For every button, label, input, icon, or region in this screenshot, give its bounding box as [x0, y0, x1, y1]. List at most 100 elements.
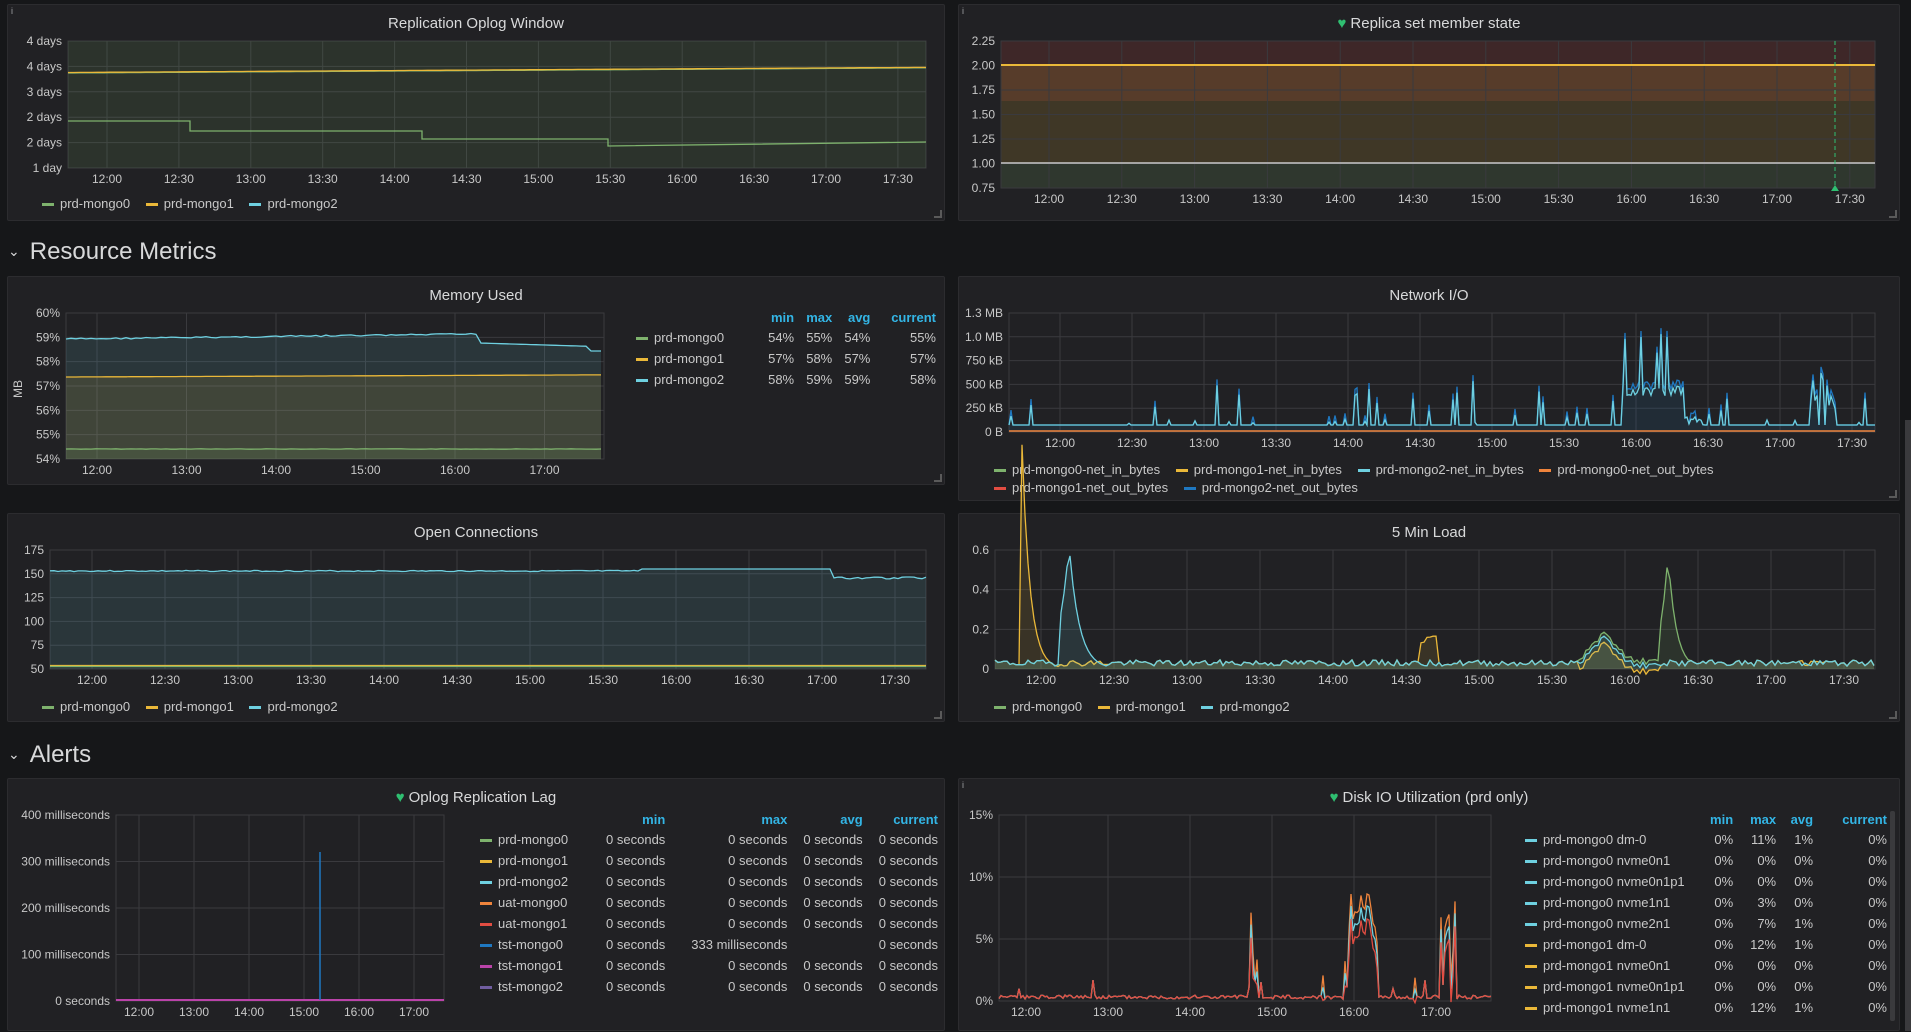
- resize-handle[interactable]: [1889, 711, 1897, 719]
- legend-series-name[interactable]: prd-mongo2: [636, 369, 756, 390]
- resize-handle[interactable]: [1889, 210, 1897, 218]
- legend-series-name[interactable]: prd-mongo0 nvme0n1: [1525, 850, 1695, 871]
- y-tick-label: 250 kB: [966, 401, 1003, 415]
- legend-value-min: 0 seconds: [590, 955, 665, 976]
- resize-handle[interactable]: [1889, 490, 1897, 498]
- legend-value-avg: 1%: [1776, 829, 1813, 850]
- legend-item-prd-mongo1[interactable]: prd-mongo1: [146, 699, 234, 714]
- legend-series-name[interactable]: uat-mongo1: [480, 913, 590, 934]
- legend-item-prd-mongo2-net-out[interactable]: prd-mongo2-net_out_bytes: [1184, 479, 1358, 497]
- legend-item-prd-mongo2[interactable]: prd-mongo2: [249, 699, 337, 714]
- legend-item-prd-mongo0-net-in[interactable]: prd-mongo0-net_in_bytes: [994, 461, 1160, 479]
- legend-series-name[interactable]: prd-mongo0: [480, 829, 590, 850]
- x-tick-label: 17:30: [880, 673, 910, 687]
- y-tick-label: 0.2: [972, 622, 989, 636]
- legend-item-prd-mongo0-net-out[interactable]: prd-mongo0-net_out_bytes: [1539, 461, 1713, 479]
- legend-series-name[interactable]: prd-mongo1: [636, 348, 756, 369]
- legend-series-name[interactable]: prd-mongo1 nvme1n1: [1525, 997, 1695, 1018]
- row-alerts[interactable]: ⌄Alerts: [8, 741, 91, 769]
- legend-value-avg: 0 seconds: [787, 892, 862, 913]
- legend-value-max: 58%: [794, 348, 832, 369]
- legend-item-prd-mongo2[interactable]: prd-mongo2: [1201, 699, 1289, 714]
- legend-item-prd-mongo0[interactable]: prd-mongo0: [994, 699, 1082, 714]
- y-tick-label: 50: [31, 662, 45, 676]
- legend-value-min: 0 seconds: [590, 871, 665, 892]
- legend-item-prd-mongo1-net-out[interactable]: prd-mongo1-net_out_bytes: [994, 479, 1168, 497]
- x-tick-label: 16:00: [661, 673, 691, 687]
- legend-series-name[interactable]: prd-mongo1 nvme0n1: [1525, 955, 1695, 976]
- legend-value-min: 0 seconds: [590, 913, 665, 934]
- y-tick-label: 2.25: [972, 34, 996, 48]
- legend-item-prd-mongo2-net-in[interactable]: prd-mongo2-net_in_bytes: [1358, 461, 1524, 479]
- col-avg[interactable]: avg: [1776, 811, 1813, 829]
- col-max[interactable]: max: [794, 309, 832, 327]
- legend-scrollbar[interactable]: [1890, 811, 1895, 1021]
- legend-series-name[interactable]: tst-mongo2: [480, 976, 590, 997]
- series-swatch: [994, 487, 1006, 490]
- legend-series-name[interactable]: prd-mongo1 dm-0: [1525, 934, 1695, 955]
- legend-value-current: 58%: [870, 369, 936, 390]
- legend-series-name[interactable]: prd-mongo2: [480, 871, 590, 892]
- col-current[interactable]: current: [863, 811, 938, 829]
- resize-handle[interactable]: [934, 210, 942, 218]
- page-scrollbar[interactable]: [1905, 420, 1911, 1031]
- col-avg[interactable]: avg: [787, 811, 862, 829]
- y-tick-label: 125: [24, 591, 44, 605]
- legend-value-avg: 0 seconds: [787, 829, 862, 850]
- legend-series-name[interactable]: prd-mongo0 nvme2n1: [1525, 913, 1695, 934]
- legend-item-prd-mongo1[interactable]: prd-mongo1: [1098, 699, 1186, 714]
- legend-item-prd-mongo1-net-in[interactable]: prd-mongo1-net_in_bytes: [1176, 461, 1342, 479]
- col-max[interactable]: max: [665, 811, 787, 829]
- series-name-text: prd-mongo0 nvme0n1: [1543, 853, 1670, 868]
- legend-item-prd-mongo0[interactable]: prd-mongo0: [42, 196, 130, 211]
- col-min[interactable]: min: [756, 309, 794, 327]
- col-max[interactable]: max: [1733, 811, 1776, 829]
- legend-value-current: 0%: [1813, 829, 1887, 850]
- legend-series-name[interactable]: tst-mongo0: [480, 934, 590, 955]
- legend-series-name[interactable]: prd-mongo0 dm-0: [1525, 829, 1695, 850]
- col-min[interactable]: min: [1695, 811, 1733, 829]
- legend-value-min: 0%: [1695, 976, 1733, 997]
- legend-item-prd-mongo0[interactable]: prd-mongo0: [42, 699, 130, 714]
- resize-handle[interactable]: [934, 711, 942, 719]
- legend-item-prd-mongo1[interactable]: prd-mongo1: [146, 196, 234, 211]
- x-tick-label: 14:00: [261, 463, 291, 477]
- legend-item-prd-mongo2[interactable]: prd-mongo2: [249, 196, 337, 211]
- row-resource-metrics[interactable]: ⌄Resource Metrics: [8, 238, 216, 266]
- col-current[interactable]: current: [1813, 811, 1887, 829]
- legend-series-name[interactable]: prd-mongo1 nvme0n1p1: [1525, 976, 1695, 997]
- resize-handle[interactable]: [934, 474, 942, 482]
- col-current[interactable]: current: [870, 309, 936, 327]
- col-avg[interactable]: avg: [832, 309, 870, 327]
- legend-series-name[interactable]: tst-mongo1: [480, 955, 590, 976]
- col-min[interactable]: min: [590, 811, 665, 829]
- legend-series-name[interactable]: prd-mongo0 nvme1n1: [1525, 892, 1695, 913]
- legend-series-name[interactable]: uat-mongo0: [480, 892, 590, 913]
- legend-series-name[interactable]: prd-mongo0: [636, 327, 756, 348]
- legend-series-name[interactable]: prd-mongo0 nvme0n1p1: [1525, 871, 1695, 892]
- y-tick-label: 58%: [36, 355, 60, 369]
- series-swatch: [1525, 944, 1537, 947]
- plot-area: [1009, 313, 1875, 432]
- legend-series-name[interactable]: prd-mongo1: [480, 850, 590, 871]
